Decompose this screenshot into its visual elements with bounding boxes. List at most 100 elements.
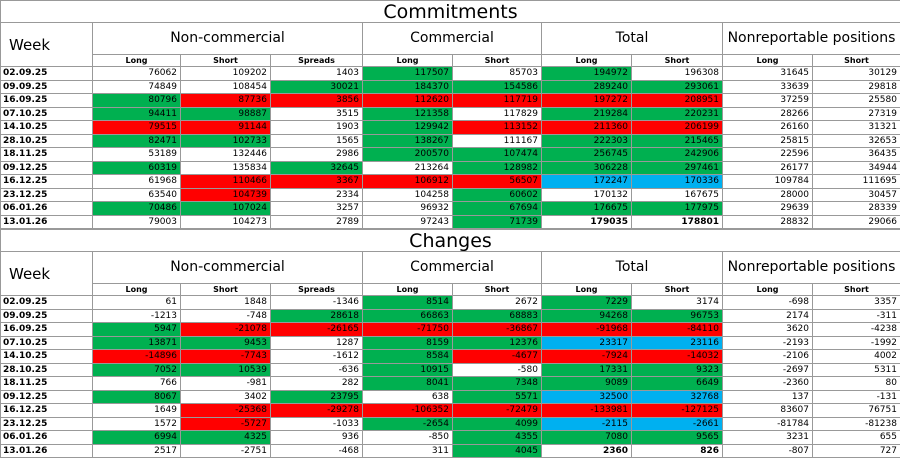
value-cell: -1992: [813, 337, 900, 350]
value-cell: 128982: [453, 161, 542, 175]
value-cell: 25580: [813, 94, 900, 108]
value-cell: 80796: [93, 94, 181, 108]
value-cell: -106352: [363, 404, 453, 418]
value-cell: 170336: [632, 175, 723, 189]
value-cell: 60602: [453, 188, 542, 202]
value-cell: 12376: [453, 336, 542, 350]
value-cell: 172247: [542, 175, 632, 189]
value-cell: -72479: [453, 404, 542, 418]
week-cell: 06.01.26: [1, 431, 93, 445]
value-cell: 32645: [271, 161, 363, 175]
value-cell: 23317: [542, 336, 632, 350]
value-cell: 29066: [813, 216, 900, 229]
value-cell: -1033: [271, 417, 363, 431]
value-cell: -84110: [632, 323, 723, 337]
value-cell: 638: [363, 390, 453, 404]
value-cell: 1848: [181, 296, 271, 310]
value-cell: 1403: [271, 67, 363, 81]
value-cell: 102733: [181, 134, 271, 148]
value-cell: 104273: [181, 215, 271, 229]
value-cell: -468: [271, 444, 363, 458]
week-cell: 09.09.25: [1, 309, 93, 323]
value-cell: 167675: [632, 188, 723, 202]
value-cell: -71750: [363, 323, 453, 337]
value-cell: 177975: [632, 202, 723, 216]
value-cell: 3620: [723, 323, 813, 337]
sub-header: Long: [542, 55, 632, 67]
value-cell: 2334: [271, 188, 363, 202]
group-header: Commercial: [363, 252, 542, 284]
week-cell: 18.11.25: [1, 148, 93, 162]
value-cell: 13871: [93, 336, 181, 350]
value-cell: 28339: [813, 202, 900, 216]
week-cell: 18.11.25: [1, 377, 93, 391]
value-cell: 222303: [542, 134, 632, 148]
value-cell: -311: [813, 310, 900, 323]
value-cell: -14896: [93, 350, 181, 364]
value-cell: 7348: [453, 377, 542, 391]
week-cell: 13.01.26: [1, 444, 93, 458]
value-cell: 8159: [363, 336, 453, 350]
value-cell: 8514: [363, 296, 453, 310]
value-cell: 8584: [363, 350, 453, 364]
value-cell: 104739: [181, 188, 271, 202]
value-cell: 28832: [723, 215, 813, 229]
value-cell: 200570: [363, 148, 453, 162]
value-cell: 655: [813, 431, 900, 445]
value-cell: 91144: [181, 121, 271, 135]
value-cell: 28000: [723, 188, 813, 202]
group-header: Non-commercial: [93, 23, 363, 55]
value-cell: 132446: [181, 148, 271, 162]
value-cell: 194972: [542, 67, 632, 81]
value-cell: -580: [453, 363, 542, 377]
sub-header: Spreads: [271, 284, 363, 296]
value-cell: 2360: [542, 444, 632, 458]
sub-header: Short: [181, 284, 271, 296]
value-cell: 30457: [813, 189, 900, 202]
value-cell: -698: [723, 296, 813, 310]
value-cell: 117829: [453, 107, 542, 121]
value-cell: 56507: [453, 175, 542, 189]
value-cell: 1287: [271, 336, 363, 350]
value-cell: -4677: [453, 350, 542, 364]
value-cell: 4002: [813, 350, 900, 364]
value-cell: 60319: [93, 161, 181, 175]
value-cell: 53189: [93, 148, 181, 162]
week-cell: 16.12.25: [1, 404, 93, 418]
value-cell: 3257: [271, 202, 363, 216]
value-cell: -2360: [723, 377, 813, 391]
value-cell: 36435: [813, 148, 900, 162]
value-cell: 70486: [93, 202, 181, 216]
week-cell: 13.01.26: [1, 215, 93, 229]
week-header: Week: [1, 252, 93, 296]
value-cell: 111167: [453, 134, 542, 148]
value-cell: 27319: [813, 108, 900, 121]
sub-header: Short: [453, 55, 542, 67]
value-cell: -25368: [181, 404, 271, 418]
value-cell: 213264: [363, 161, 453, 175]
group-header: Total: [542, 252, 723, 284]
value-cell: -2115: [542, 417, 632, 431]
value-cell: 936: [271, 431, 363, 445]
value-cell: 104258: [363, 188, 453, 202]
value-cell: -981: [181, 377, 271, 391]
value-cell: 1649: [93, 404, 181, 418]
value-cell: -26165: [271, 323, 363, 337]
value-cell: -2654: [363, 417, 453, 431]
value-cell: -2751: [181, 444, 271, 458]
value-cell: 176675: [542, 202, 632, 216]
value-cell: 219284: [542, 107, 632, 121]
value-cell: 9323: [632, 363, 723, 377]
value-cell: 3367: [271, 175, 363, 189]
value-cell: 98887: [181, 107, 271, 121]
value-cell: 112620: [363, 94, 453, 108]
value-cell: 26160: [723, 121, 813, 135]
value-cell: 111695: [813, 175, 900, 189]
value-cell: 297461: [632, 161, 723, 175]
value-cell: 215465: [632, 134, 723, 148]
week-cell: 07.10.25: [1, 107, 93, 121]
value-cell: 30021: [271, 80, 363, 94]
value-cell: 178801: [632, 215, 723, 229]
value-cell: 31321: [813, 121, 900, 135]
value-cell: 6649: [632, 377, 723, 391]
